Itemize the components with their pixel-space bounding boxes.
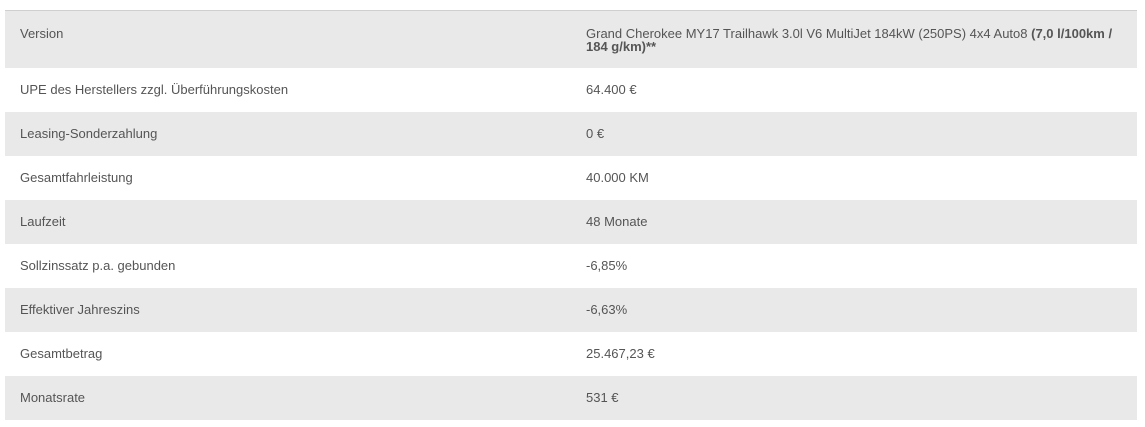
row-label: Leasing-Sonderzahlung [20, 126, 158, 141]
row-label: Laufzeit [20, 214, 66, 229]
row-label: UPE des Herstellers zzgl. Überführungsko… [20, 82, 289, 97]
table-row: Gesamtbetrag 25.467,23 € [5, 332, 1137, 376]
row-label: Gesamtfahrleistung [20, 170, 133, 185]
version-text: Grand Cherokee MY17 Trailhawk 3.0l V6 Mu… [586, 26, 1028, 41]
leasing-details-table: Version Grand Cherokee MY17 Trailhawk 3.… [5, 10, 1137, 420]
row-value: -6,85% [586, 258, 628, 273]
table-row: UPE des Herstellers zzgl. Überführungsko… [5, 68, 1137, 112]
row-value: 48 Monate [586, 214, 648, 229]
row-value: 531 € [586, 390, 619, 405]
row-label: Gesamtbetrag [20, 346, 103, 361]
row-label: Monatsrate [20, 390, 86, 405]
table-row: Laufzeit 48 Monate [5, 200, 1137, 244]
table-row: Monatsrate 531 € [5, 376, 1137, 420]
version-consumption: (7,0 l/100km / 184 g/km)** [586, 26, 1113, 54]
row-label: Version [20, 26, 64, 41]
row-label: Effektiver Jahreszins [20, 302, 140, 317]
table-row-version: Version Grand Cherokee MY17 Trailhawk 3.… [5, 11, 1137, 68]
table-row: Effektiver Jahreszins -6,63% [5, 288, 1137, 332]
row-value: 25.467,23 € [586, 346, 655, 361]
row-value: -6,63% [586, 302, 628, 317]
row-value: 64.400 € [586, 82, 637, 97]
table-row: Gesamtfahrleistung 40.000 KM [5, 156, 1137, 200]
table-row: Sollzinssatz p.a. gebunden -6,85% [5, 244, 1137, 288]
row-value: Grand Cherokee MY17 Trailhawk 3.0l V6 Mu… [571, 11, 1137, 68]
row-value: 0 € [586, 126, 605, 141]
table-row: Leasing-Sonderzahlung 0 € [5, 112, 1137, 156]
row-label: Sollzinssatz p.a. gebunden [20, 258, 176, 273]
row-value: 40.000 KM [586, 170, 649, 185]
